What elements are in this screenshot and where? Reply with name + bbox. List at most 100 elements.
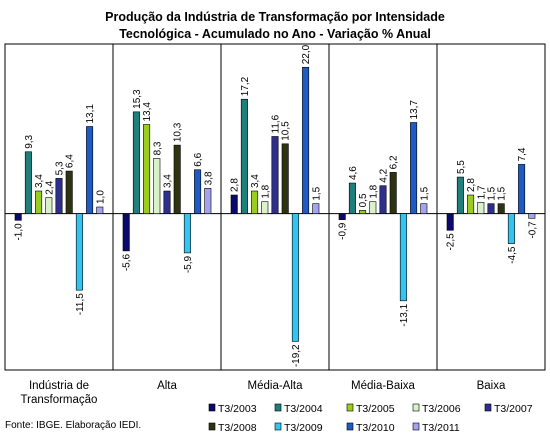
data-label: 1,8: [260, 184, 271, 198]
bar: [143, 124, 151, 214]
bar: [132, 111, 140, 214]
data-label: 6,2: [389, 155, 400, 169]
legend-label: T3/2007: [494, 403, 533, 415]
bar: [251, 190, 259, 214]
data-label: 10,3: [173, 122, 184, 142]
legend-label: T3/2009: [284, 422, 323, 434]
data-label: -0,7: [527, 221, 538, 239]
bar: [271, 136, 279, 214]
data-label: 22,0: [301, 44, 312, 64]
data-label: -5,9: [183, 255, 194, 273]
source-note: Fonte: IBGE. Elaboração IEDI.: [5, 420, 141, 431]
data-label: 7,4: [517, 147, 528, 161]
legend-swatch: [208, 422, 216, 431]
chart-title: Produção da Indústria de Transformação p…: [105, 10, 445, 24]
bar: [359, 210, 367, 214]
bar: [86, 126, 94, 214]
legend-swatch: [274, 422, 282, 431]
bar: [183, 213, 191, 254]
bar: [507, 213, 515, 244]
bar: [204, 188, 212, 214]
data-label: -13,1: [399, 303, 410, 326]
bar: [291, 213, 299, 342]
data-label: 1,8: [368, 184, 379, 198]
data-label: 1,5: [487, 186, 498, 200]
bar: [75, 213, 83, 291]
bar: [518, 164, 526, 214]
data-label: 4,2: [379, 168, 390, 182]
plot-area: -1,0-5,62,8-0,9-2,59,315,317,24,6 5,53,41…: [4, 43, 546, 371]
data-label: 15,3: [132, 89, 143, 109]
legend-swatch: [412, 422, 420, 431]
bar: [497, 203, 505, 214]
data-label: 8,3: [152, 141, 163, 155]
bar: [456, 176, 464, 214]
bar: [14, 213, 22, 221]
category-label: Transformação: [21, 394, 98, 406]
bar: [45, 197, 53, 214]
bar: [467, 194, 475, 214]
data-label: -11,5: [75, 293, 86, 315]
bar: [410, 122, 418, 214]
legend-swatch: [274, 403, 282, 412]
data-label: -5,6: [122, 253, 133, 271]
legend-label: T3/2011: [422, 422, 460, 434]
bar: [96, 206, 104, 214]
bar: [312, 203, 320, 214]
data-label: 13,7: [409, 100, 420, 120]
bar: [420, 203, 428, 214]
legend-label: T3/2003: [218, 403, 257, 415]
data-label: 9,3: [24, 134, 35, 148]
category-label: Média-Alta: [248, 380, 304, 392]
legend: T3/2003 T3/2004 T3/2005 T3/2006 T3/2007 T3/20…: [208, 403, 533, 434]
category-label: Média-Baixa: [351, 380, 416, 392]
bar: [153, 158, 161, 214]
data-label: 2,8: [466, 178, 477, 192]
data-label: 4,6: [348, 166, 359, 180]
bar: [24, 151, 32, 214]
data-label: -19,2: [291, 344, 302, 367]
data-label: -1,0: [14, 223, 25, 241]
data-label: 1,5: [419, 186, 430, 200]
bar: [261, 201, 269, 214]
bar: [65, 170, 73, 214]
legend-label: T3/2006: [422, 403, 461, 415]
data-label: 13,1: [85, 104, 96, 124]
bar: [379, 185, 387, 214]
data-label: 1,0: [95, 190, 106, 204]
data-label: 1,5: [311, 186, 322, 200]
data-label: 5,5: [456, 160, 467, 174]
bar: [240, 98, 248, 214]
data-label: 3,4: [163, 174, 174, 188]
bar: [528, 213, 536, 219]
bar: [194, 169, 202, 214]
data-label: 1,5: [497, 186, 508, 200]
bar: [338, 213, 346, 220]
category-label: Alta: [157, 380, 177, 392]
bar: [348, 182, 356, 214]
bar: [230, 194, 238, 214]
legend-label: T3/2005: [356, 403, 395, 415]
bar: [477, 202, 485, 214]
data-label: 5,3: [55, 161, 66, 175]
bar: [35, 190, 43, 214]
bar: [369, 201, 377, 214]
legend-label: T3/2010: [356, 422, 395, 434]
bar: [173, 144, 181, 214]
bar: [122, 213, 130, 252]
data-label: 13,4: [142, 102, 153, 122]
bar: [302, 66, 310, 214]
category-label: Indústria de: [29, 380, 89, 392]
bar: [446, 213, 454, 231]
data-label: 3,8: [203, 171, 214, 185]
bar: [487, 203, 495, 214]
data-label: 10,5: [281, 121, 292, 141]
data-label: -0,9: [338, 222, 349, 240]
data-label: 2,8: [230, 178, 241, 192]
data-label: 6,6: [193, 152, 204, 166]
legend-label: T3/2004: [284, 403, 323, 415]
legend-swatch: [346, 403, 354, 412]
category-labels: Indústria de Transformação Alta Média-Alta M…: [21, 380, 506, 406]
data-label: -2,5: [446, 233, 457, 251]
